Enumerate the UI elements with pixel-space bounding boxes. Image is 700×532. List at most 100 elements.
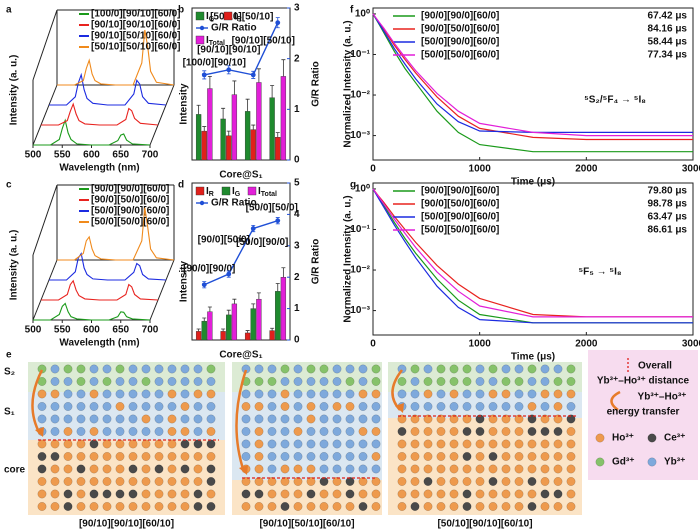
ion xyxy=(358,502,368,511)
ion xyxy=(553,414,563,424)
x-tick-label: 500 xyxy=(25,150,42,161)
ion xyxy=(293,489,303,499)
ion xyxy=(475,402,485,411)
ion xyxy=(254,464,264,474)
ion xyxy=(306,364,316,374)
ion xyxy=(102,452,112,461)
ion xyxy=(306,439,316,449)
layer-core xyxy=(388,418,582,515)
axis-frame xyxy=(32,184,58,256)
ion xyxy=(397,489,407,499)
ion xyxy=(254,402,264,411)
ion xyxy=(154,439,164,449)
ion xyxy=(293,477,303,486)
ion xyxy=(180,489,190,499)
y-tick-label: 10⁻² xyxy=(350,90,370,101)
ion xyxy=(206,464,216,474)
ion xyxy=(206,402,216,411)
ion xyxy=(527,364,537,374)
ion xyxy=(319,439,329,449)
legend-label: [90/10][90/10][60/0] xyxy=(91,20,181,31)
ion xyxy=(154,427,164,436)
ion xyxy=(254,389,264,399)
ion xyxy=(475,452,485,461)
ion xyxy=(423,364,433,374)
ion xyxy=(566,502,576,511)
ion xyxy=(154,389,164,399)
ion xyxy=(306,452,316,461)
error-bar xyxy=(270,327,275,331)
layer-label: core xyxy=(4,465,26,476)
ion xyxy=(63,439,73,449)
ion xyxy=(345,427,355,436)
ion xyxy=(76,489,86,499)
ion xyxy=(76,477,86,486)
bar xyxy=(220,331,226,341)
bar xyxy=(226,314,232,341)
decay-curve xyxy=(372,13,693,133)
ion xyxy=(410,414,420,424)
legend-label: [90/0][90/0][60/0] xyxy=(421,11,499,22)
panel-letter: c xyxy=(6,180,12,191)
ion xyxy=(449,377,459,386)
ion xyxy=(553,427,563,436)
ion xyxy=(141,389,151,399)
spectrum-line xyxy=(41,102,159,126)
ion xyxy=(102,439,112,449)
ion xyxy=(436,439,446,449)
ion xyxy=(180,389,190,399)
ion xyxy=(371,414,381,424)
ion xyxy=(241,489,251,499)
ion xyxy=(267,377,277,386)
ion xyxy=(423,464,433,474)
ion xyxy=(527,402,537,411)
ion xyxy=(397,427,407,436)
ion xyxy=(358,377,368,386)
ion xyxy=(128,477,138,486)
ion xyxy=(319,477,329,486)
plot-frame xyxy=(191,182,291,341)
ratio-line xyxy=(204,22,279,76)
x-tick-label: 700 xyxy=(142,150,159,161)
ion xyxy=(566,427,576,436)
ion xyxy=(37,402,47,411)
legend-label: [90/0][50/0][60/0] xyxy=(421,199,499,210)
ion xyxy=(193,427,203,436)
ion xyxy=(332,439,342,449)
ion xyxy=(280,452,290,461)
ion xyxy=(115,477,125,486)
ion xyxy=(193,489,203,499)
ion xyxy=(397,389,407,399)
ion xyxy=(540,464,550,474)
legend-text: Overall xyxy=(638,361,672,372)
ion xyxy=(371,427,381,436)
ion xyxy=(345,402,355,411)
ion xyxy=(254,414,264,424)
error-bar xyxy=(202,317,207,322)
ion xyxy=(293,364,303,374)
ion xyxy=(167,489,177,499)
ion xyxy=(293,439,303,449)
ion xyxy=(280,477,290,486)
ion xyxy=(319,464,329,474)
legend-lifetime: 84.16 μs xyxy=(648,24,688,35)
ion xyxy=(128,402,138,411)
ion xyxy=(410,427,420,436)
annotation: [50/0][90/0] xyxy=(236,237,288,248)
ion xyxy=(193,464,203,474)
ion xyxy=(241,477,251,486)
ion xyxy=(141,427,151,436)
ion xyxy=(514,389,524,399)
bar xyxy=(195,331,202,341)
ion xyxy=(115,377,125,386)
ion xyxy=(267,477,277,486)
legend-label: [50/0][90/0][60/0] xyxy=(421,37,499,48)
ion xyxy=(37,414,47,424)
ion xyxy=(462,464,472,474)
ion xyxy=(475,489,485,499)
ion xyxy=(167,377,177,386)
ion xyxy=(501,489,511,499)
x-tick-label: 650 xyxy=(112,325,129,336)
ion xyxy=(488,439,498,449)
ion xyxy=(501,377,511,386)
